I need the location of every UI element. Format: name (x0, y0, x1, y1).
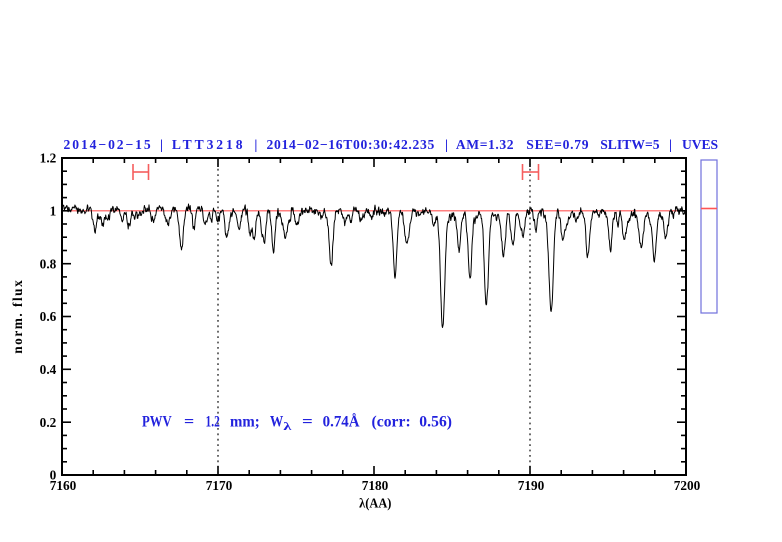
svg-text:7160: 7160 (50, 478, 77, 493)
svg-text:SEE=0.79: SEE=0.79 (526, 137, 589, 152)
svg-text:mm;: mm; (230, 413, 260, 430)
svg-text:norm. flux: norm. flux (10, 280, 25, 354)
svg-text:λ(AA): λ(AA) (359, 497, 392, 512)
svg-text:LTT3218: LTT3218 (172, 137, 243, 152)
svg-text:7170: 7170 (206, 478, 233, 493)
svg-text:|: | (160, 137, 163, 152)
svg-text:1.2: 1.2 (40, 151, 57, 166)
svg-text:1.2: 1.2 (206, 413, 220, 430)
svg-text:1: 1 (50, 204, 57, 219)
svg-text:UVES: UVES (682, 137, 718, 152)
svg-text:λ: λ (283, 419, 291, 433)
svg-text:7200: 7200 (674, 478, 701, 493)
svg-text:=: = (184, 413, 194, 430)
svg-text:PWV: PWV (142, 413, 172, 430)
svg-text:2014−02−15: 2014−02−15 (64, 137, 151, 152)
svg-text:|: | (445, 137, 448, 152)
svg-text:0.6: 0.6 (40, 309, 57, 324)
svg-text:7180: 7180 (362, 478, 389, 493)
svg-text:0.8: 0.8 (40, 256, 57, 271)
svg-text:SLITW=5: SLITW=5 (600, 137, 660, 152)
svg-text:|: | (254, 137, 257, 152)
svg-text:W: W (270, 413, 284, 430)
svg-text:|: | (669, 137, 672, 152)
svg-text:0.56): 0.56) (419, 413, 452, 430)
svg-text:0.74Å: 0.74Å (323, 413, 361, 430)
svg-text:=: = (302, 413, 313, 430)
svg-text:2014−02−16T00:30:42.235: 2014−02−16T00:30:42.235 (267, 137, 435, 152)
svg-text:AM=1.32: AM=1.32 (456, 137, 514, 152)
svg-text:7190: 7190 (518, 478, 545, 493)
svg-text:0: 0 (50, 468, 57, 483)
svg-text:0.2: 0.2 (40, 415, 57, 430)
svg-text:(corr:: (corr: (372, 413, 411, 430)
svg-text:0.4: 0.4 (40, 362, 57, 377)
